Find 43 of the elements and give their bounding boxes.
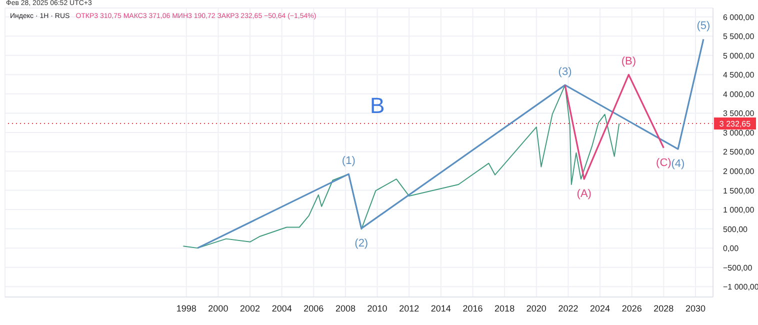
y-tick-label: 3 000,00 [723, 128, 755, 138]
x-tick-label: 2014 [430, 303, 451, 314]
x-tick-label: 2010 [367, 303, 388, 314]
annotation: (C) [656, 156, 672, 169]
line-series [196, 38, 704, 249]
x-tick-label: 2004 [272, 303, 292, 314]
x-tick-label: 2016 [462, 303, 483, 314]
y-tick-label: 2 500,00 [723, 148, 755, 157]
x-tick-label: 2000 [208, 303, 228, 314]
x-tick-label: 2018 [494, 303, 515, 314]
y-tick-label: 6 000,00 [723, 12, 755, 22]
x-tick-label: 2006 [304, 303, 324, 314]
y-tick-label: 3 500,00 [723, 109, 755, 118]
annotation: (4) [671, 158, 685, 170]
x-tick-label: 2002 [240, 303, 260, 314]
y-tick-label: 4 500,00 [723, 70, 755, 80]
y-tick-label: 500,00 [723, 224, 748, 234]
ref-line-label: 3 232,65 [719, 120, 752, 128]
x-tick-label: 2026 [622, 303, 642, 314]
line-series [182, 84, 620, 249]
y-tick-label: −500,00 [723, 263, 753, 272]
x-tick-label: 2028 [654, 303, 674, 314]
x-tick-label: 2022 [558, 303, 578, 314]
x-tick-label: 1998 [176, 303, 196, 314]
x-tick-label: 2024 [590, 303, 610, 314]
y-tick-label: 5 000,00 [723, 51, 755, 60]
x-tick-label: 2020 [526, 303, 546, 314]
x-tick-label: 2008 [335, 303, 356, 314]
annotation: (5) [696, 20, 710, 32]
y-tick-label: 1 000,00 [723, 206, 755, 215]
annotation: (1) [342, 155, 356, 168]
annotation: (2) [354, 237, 368, 250]
y-tick-label: 1 500,00 [723, 186, 755, 196]
y-tick-label: 4 000,00 [723, 90, 755, 99]
x-tick-label: 2012 [399, 303, 420, 314]
annotation: (B) [621, 56, 636, 68]
annotation: B [370, 93, 385, 118]
annotation: (A) [576, 188, 592, 200]
annotation: (3) [558, 66, 572, 78]
y-tick-label: 5 500,00 [723, 32, 755, 42]
y-tick-label: 2 000,00 [723, 166, 755, 176]
x-tick-label: 2030 [685, 303, 706, 314]
y-tick-label: 0,00 [723, 244, 740, 254]
